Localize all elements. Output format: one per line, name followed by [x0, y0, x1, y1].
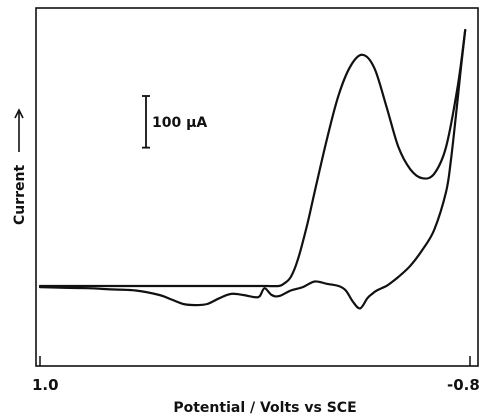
series-line-reverse-scan — [38, 29, 467, 310]
y-axis-label: Current — [12, 164, 28, 225]
x-tick-label-end: -0.8 — [447, 376, 480, 394]
plot-frame — [35, 7, 479, 367]
scale-bar-label: 100 µA — [152, 115, 207, 131]
y-axis-arrow-head — [14, 108, 24, 119]
x-axis-label: Potential / Volts vs SCE — [173, 400, 356, 416]
x-tick-label-start: 1.0 — [32, 376, 59, 394]
series-line-forward-scan — [38, 29, 467, 288]
